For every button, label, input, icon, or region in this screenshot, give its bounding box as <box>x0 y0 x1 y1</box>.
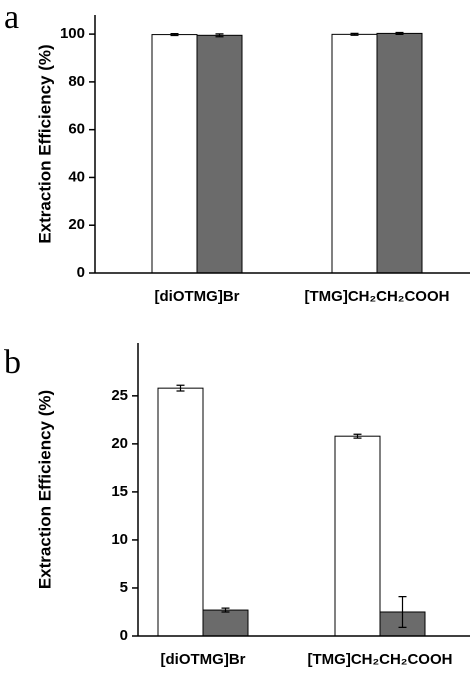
x-tick-label: [diOTMG]Br <box>155 288 240 305</box>
error-bar <box>170 33 179 37</box>
error-bar <box>398 596 407 628</box>
y-axis-label: Extraction Efficiency (%) <box>35 390 54 589</box>
error-bar <box>215 33 224 38</box>
y-tick-label: 40 <box>68 168 85 185</box>
error-bar <box>350 32 359 36</box>
y-tick-label: 20 <box>111 435 128 452</box>
x-tick-label: [diOTMG]Br <box>161 651 246 668</box>
error-bar <box>353 433 362 439</box>
y-tick-label: 100 <box>60 25 85 42</box>
bar <box>334 435 381 637</box>
y-tick-label: 15 <box>111 483 128 500</box>
bar <box>196 34 243 274</box>
bar <box>376 32 423 274</box>
error-bar <box>176 384 185 392</box>
y-tick-label: 5 <box>120 579 128 596</box>
y-tick-label: 25 <box>111 387 128 404</box>
y-tick-label: 0 <box>77 264 85 281</box>
y-tick-label: 20 <box>68 216 85 233</box>
y-tick-label: 80 <box>68 73 85 90</box>
bar <box>157 387 204 637</box>
error-bar <box>395 31 404 35</box>
error-bar <box>221 607 230 613</box>
bar <box>151 34 198 274</box>
y-tick-label: 60 <box>68 121 85 138</box>
y-axis-label: Extraction Efficiency (%) <box>35 44 54 243</box>
y-tick-label: 0 <box>120 627 128 644</box>
x-tick-label: [TMG]CH₂CH₂COOH <box>308 651 453 668</box>
bar <box>331 33 378 274</box>
panel-label: b <box>4 344 21 381</box>
y-tick-label: 10 <box>111 531 128 548</box>
x-tick-label: [TMG]CH₂CH₂COOH <box>305 288 450 305</box>
panel-label: a <box>4 0 19 36</box>
bar <box>202 609 249 637</box>
